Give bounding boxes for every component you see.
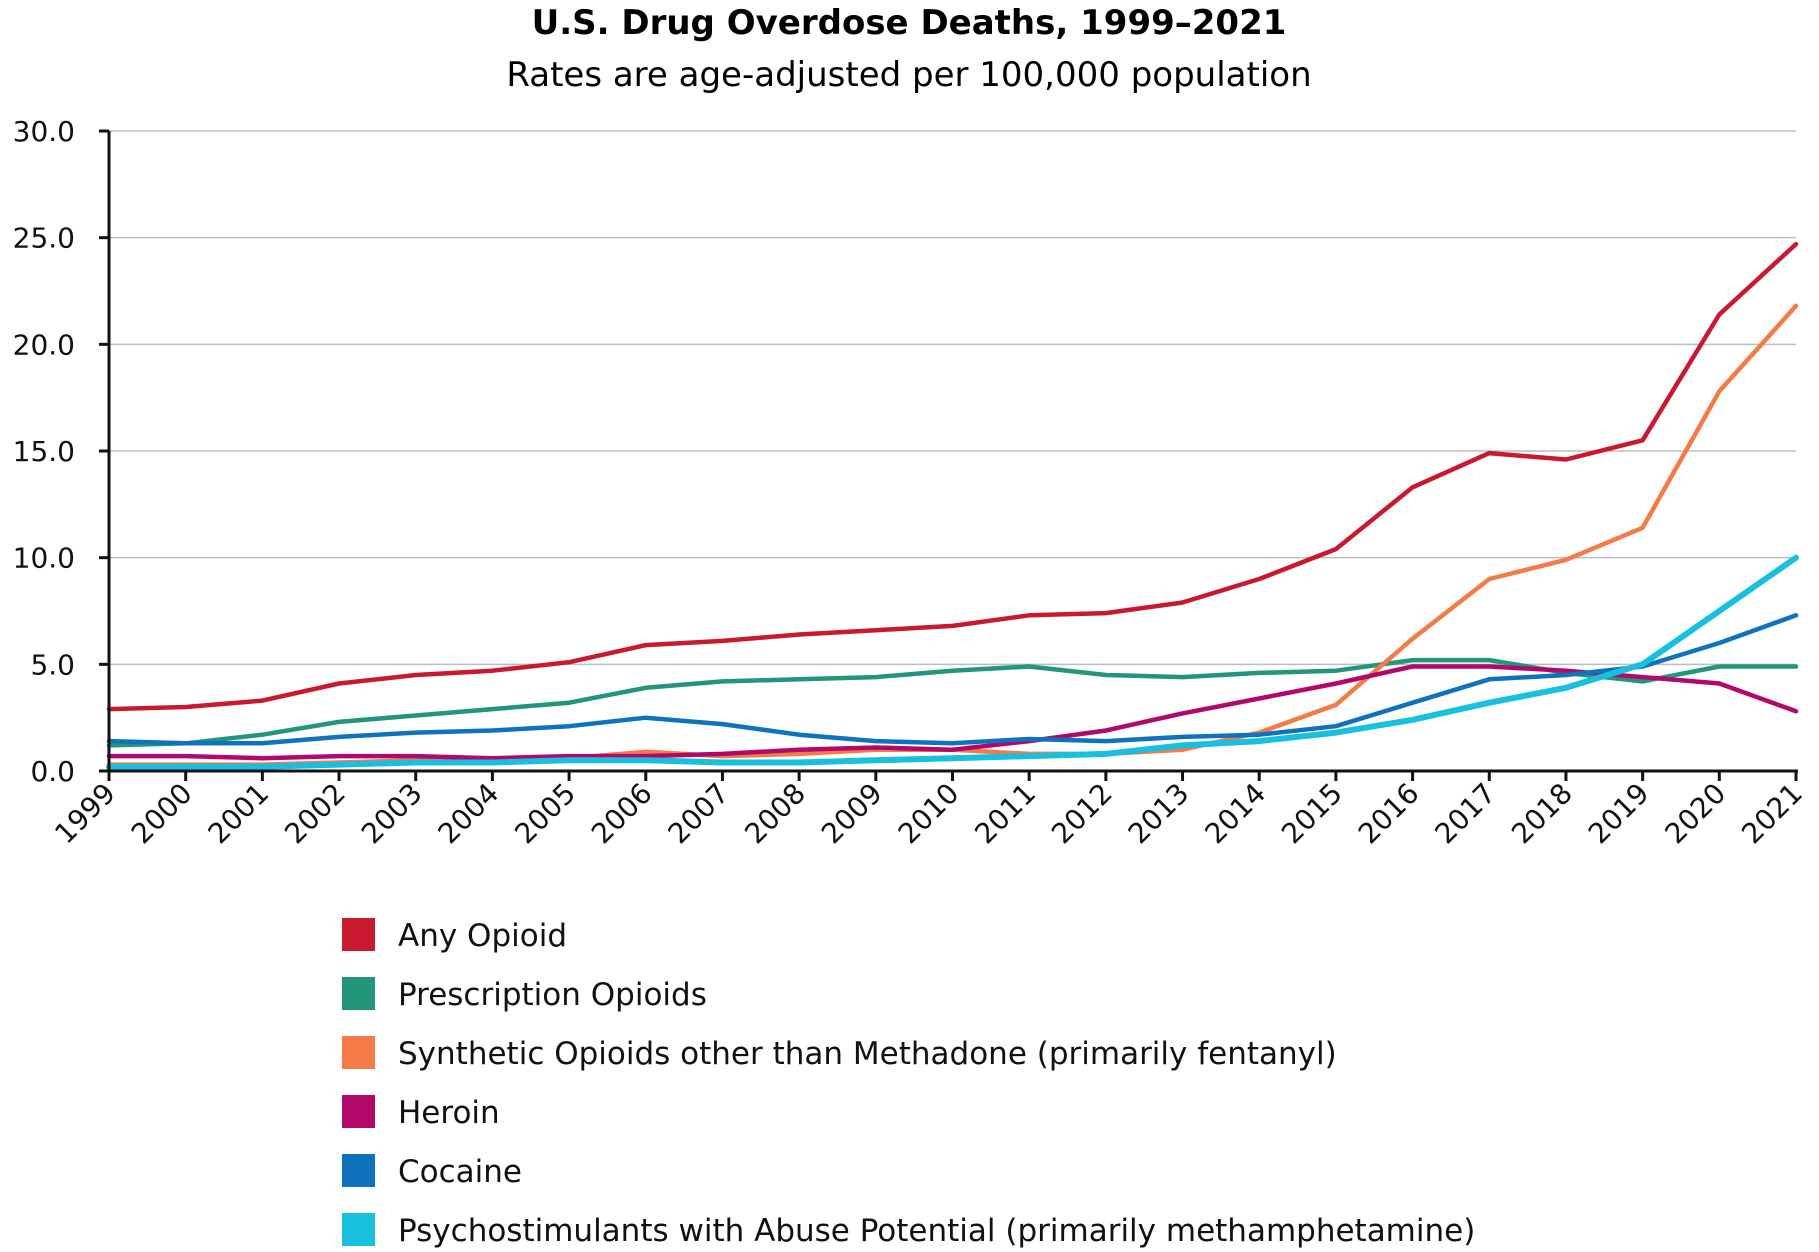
x-tick-label: 2017 <box>1428 777 1502 851</box>
series-line-cocaine <box>106 613 1799 746</box>
x-tick-label: 2006 <box>585 777 659 851</box>
y-tick-label: 0.0 <box>30 755 75 788</box>
x-tick-label: 2015 <box>1275 777 1349 851</box>
x-tick-label: 2007 <box>662 777 736 851</box>
legend-label-prescription-opioids: Prescription Opioids <box>398 977 707 1013</box>
legend-swatch-synthetic-opioids-other-than-methadone-primarily-fentanyl <box>342 1036 375 1069</box>
x-tick-label: 2013 <box>1122 777 1196 851</box>
y-tick-label: 5.0 <box>30 648 75 681</box>
x-tick-label: 2021 <box>1735 777 1809 851</box>
legend-swatch-psychostimulants-with-abuse-potential-primarily-methamphetamine <box>342 1213 375 1246</box>
x-tick-label: 2000 <box>125 777 199 851</box>
chart-title: U.S. Drug Overdose Deaths, 1999–2021 <box>532 3 1287 43</box>
x-tick-label: 2014 <box>1198 777 1272 851</box>
x-tick-label: 2008 <box>738 777 812 851</box>
y-tick-label: 30.0 <box>13 115 75 148</box>
x-tick-label: 2001 <box>202 777 276 851</box>
series-line-synthetic-opioids-other-than-methadone-primarily-fentanyl <box>106 303 1799 767</box>
series-line-prescription-opioids <box>106 657 1799 748</box>
legend-label-cocaine: Cocaine <box>398 1154 522 1190</box>
x-tick-label: 2011 <box>968 777 1042 851</box>
x-tick-label: 2016 <box>1352 777 1426 851</box>
series-line-heroin <box>106 664 1799 761</box>
legend-swatch-prescription-opioids <box>342 977 375 1010</box>
series-lines <box>106 241 1799 770</box>
chart-subtitle: Rates are age-adjusted per 100,000 popul… <box>506 55 1311 95</box>
x-tick-label: 2010 <box>892 777 966 851</box>
x-tick-label: 2005 <box>508 777 582 851</box>
legend-label-heroin: Heroin <box>398 1095 500 1131</box>
x-tick-label: 2020 <box>1659 777 1733 851</box>
y-tick-label: 20.0 <box>13 328 75 361</box>
x-tick-label: 2018 <box>1505 777 1579 851</box>
y-tick-label: 15.0 <box>13 435 75 468</box>
series-line-any-opioid <box>106 241 1799 712</box>
x-tick-label: 2003 <box>355 777 429 851</box>
x-tick-label: 2009 <box>815 777 889 851</box>
legend-swatch-any-opioid <box>342 918 375 951</box>
x-tick-label: 2012 <box>1045 777 1119 851</box>
grid <box>109 130 1796 666</box>
y-tick-label: 10.0 <box>13 542 75 575</box>
legend-label-synthetic-opioids-other-than-methadone-primarily-fentanyl: Synthetic Opioids other than Methadone (… <box>398 1036 1337 1072</box>
legend: Any Opioid Prescription Opioids Synthetic … <box>342 918 1475 1249</box>
legend-swatch-cocaine <box>342 1154 375 1187</box>
series-line-psychostimulants-with-abuse-potential-primarily-methamphetamine <box>106 554 1799 770</box>
legend-swatch-heroin <box>342 1095 375 1128</box>
x-tick-label: 2019 <box>1582 777 1656 851</box>
x-tick-label: 2002 <box>278 777 352 851</box>
legend-label-psychostimulants-with-abuse-potential-primarily-methamphetamine: Psychostimulants with Abuse Potential (p… <box>398 1213 1475 1249</box>
x-tick-label: 2004 <box>432 777 506 851</box>
y-tick-label: 25.0 <box>13 222 75 255</box>
legend-label-any-opioid: Any Opioid <box>398 918 567 954</box>
